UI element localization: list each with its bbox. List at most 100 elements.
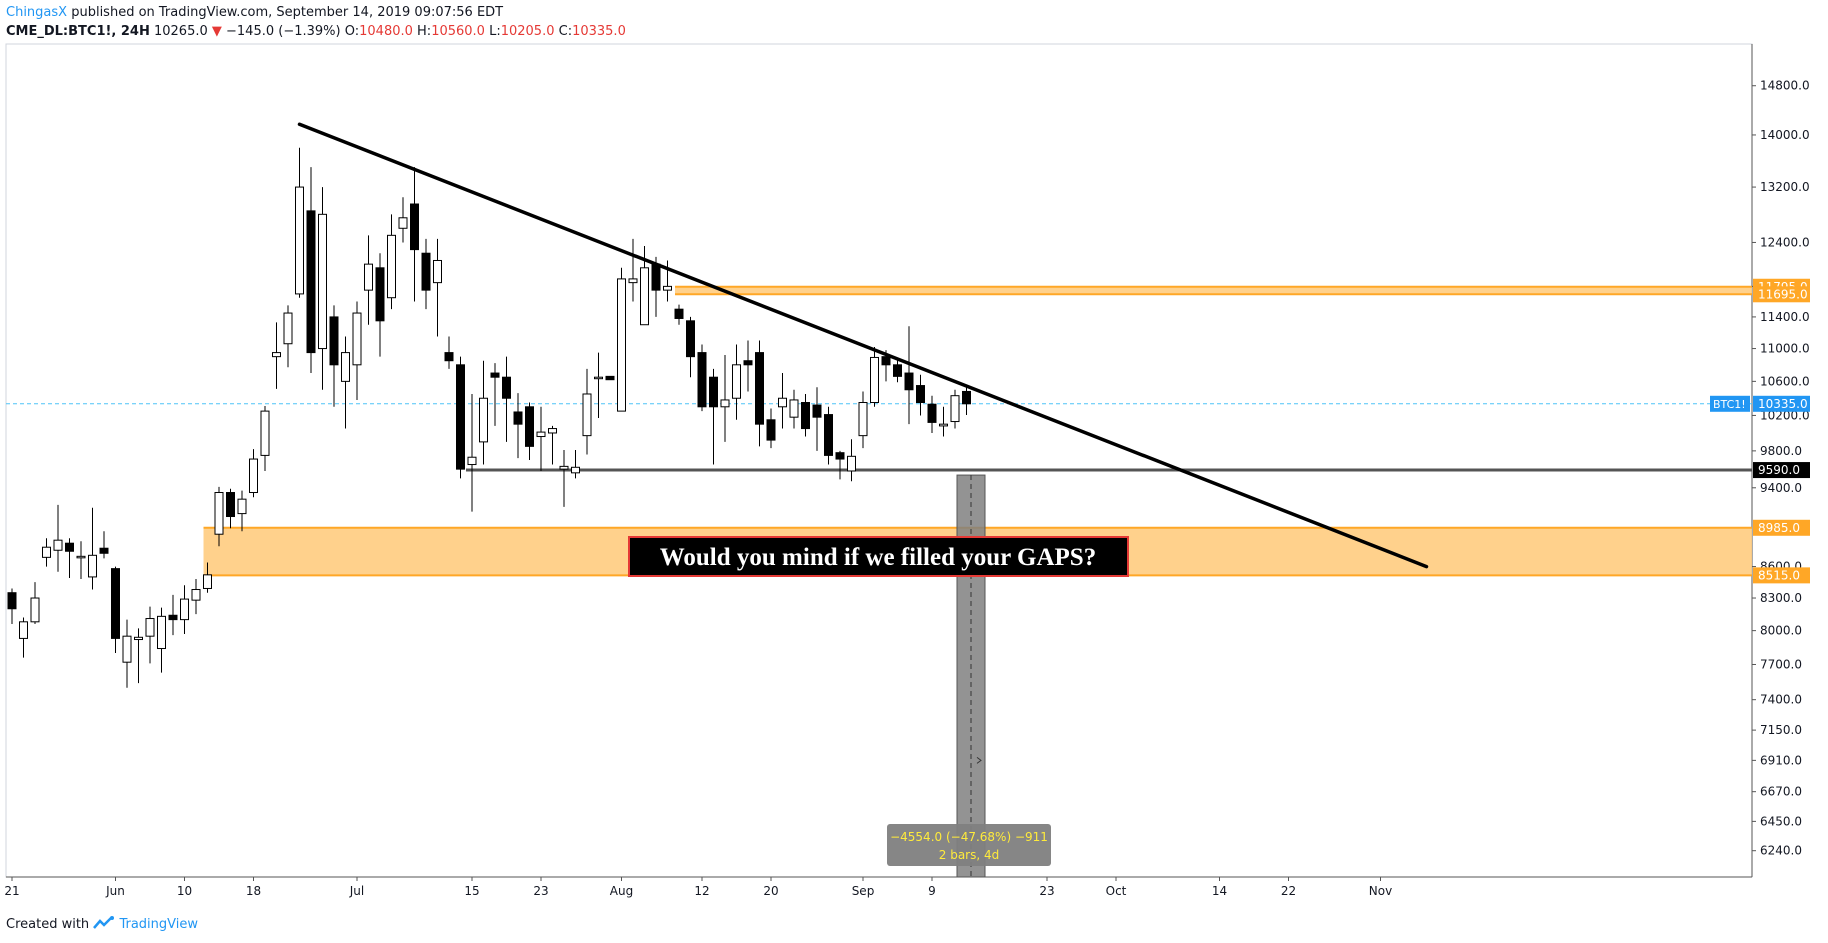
candle[interactable] xyxy=(19,617,28,658)
candle[interactable] xyxy=(962,384,971,416)
candle[interactable] xyxy=(99,531,109,559)
candle[interactable] xyxy=(318,187,327,390)
candle[interactable] xyxy=(674,304,684,325)
symbol-chip-text: BTC1! xyxy=(1713,398,1746,411)
candle[interactable] xyxy=(766,408,776,449)
gap-price-tag[interactable]: 8515.0 xyxy=(1753,567,1810,584)
x-tick-label: 10 xyxy=(177,884,192,898)
candle[interactable] xyxy=(157,607,166,673)
candle[interactable] xyxy=(444,336,454,369)
candle[interactable] xyxy=(858,391,868,449)
candle[interactable] xyxy=(720,355,730,442)
candle[interactable] xyxy=(502,356,511,442)
candle[interactable] xyxy=(571,449,580,479)
candle-body-down xyxy=(421,252,431,291)
candle[interactable] xyxy=(111,566,120,654)
candle[interactable] xyxy=(628,238,638,302)
candle[interactable] xyxy=(76,541,86,580)
candle[interactable] xyxy=(433,238,442,337)
candle[interactable] xyxy=(536,406,546,471)
symbol-label[interactable]: CME_DL:BTC1!, 24H xyxy=(6,24,150,39)
candle[interactable] xyxy=(7,588,17,625)
candle[interactable] xyxy=(513,393,523,459)
tradingview-link[interactable]: TradingView xyxy=(119,917,198,932)
candle[interactable] xyxy=(559,449,569,507)
candle[interactable] xyxy=(237,490,247,532)
candle[interactable] xyxy=(421,238,431,310)
candle[interactable] xyxy=(214,486,224,547)
author-link[interactable]: ChingasX xyxy=(6,5,68,20)
candle[interactable] xyxy=(122,619,132,688)
candle[interactable] xyxy=(686,316,695,378)
candle[interactable] xyxy=(30,582,40,625)
candle[interactable] xyxy=(375,253,385,357)
candle[interactable] xyxy=(490,363,500,426)
candle[interactable] xyxy=(617,267,626,412)
candle[interactable] xyxy=(916,374,925,416)
candle[interactable] xyxy=(778,373,787,429)
candle[interactable] xyxy=(824,406,833,465)
candle[interactable] xyxy=(548,425,557,465)
candle[interactable] xyxy=(732,344,741,420)
x-tick-label: 15 xyxy=(464,884,479,898)
last-price-tag[interactable]: 10335.0 xyxy=(1753,395,1810,412)
candle[interactable] xyxy=(789,389,799,429)
candle[interactable] xyxy=(352,301,362,400)
candle[interactable] xyxy=(180,585,189,634)
candle[interactable] xyxy=(605,375,615,381)
candle[interactable] xyxy=(582,368,592,455)
candle[interactable] xyxy=(812,387,822,451)
y-tick-label: 14000.0 xyxy=(1760,128,1810,142)
candle[interactable] xyxy=(53,504,63,572)
candle[interactable] xyxy=(410,167,419,302)
candle[interactable] xyxy=(168,594,178,636)
candle[interactable] xyxy=(467,393,477,512)
candle[interactable] xyxy=(456,356,465,479)
candle[interactable] xyxy=(364,235,373,325)
candle[interactable] xyxy=(226,488,235,529)
candle[interactable] xyxy=(950,389,960,429)
candle[interactable] xyxy=(893,358,902,383)
candle[interactable] xyxy=(904,326,914,425)
candle[interactable] xyxy=(743,340,753,392)
candle[interactable] xyxy=(260,405,270,471)
candle[interactable] xyxy=(295,147,304,298)
candle[interactable] xyxy=(65,538,74,578)
candle[interactable] xyxy=(847,439,856,482)
candle[interactable] xyxy=(272,322,281,389)
candle[interactable] xyxy=(387,214,396,310)
gap-price-tag[interactable]: 11695.0 xyxy=(1753,286,1810,303)
candle-body-up xyxy=(640,267,649,326)
gap-zone-1[interactable] xyxy=(675,286,1752,295)
candle[interactable] xyxy=(709,368,718,465)
symbol-chip[interactable]: BTC1! xyxy=(1710,395,1750,412)
candle[interactable] xyxy=(306,167,316,374)
candle[interactable] xyxy=(525,402,534,460)
candle[interactable] xyxy=(203,562,212,593)
candle[interactable] xyxy=(249,449,258,498)
support-price-tag[interactable]: 9590.0 xyxy=(1753,462,1810,479)
candle[interactable] xyxy=(801,393,810,437)
candle[interactable] xyxy=(42,538,51,567)
candle[interactable] xyxy=(697,344,707,412)
candle[interactable] xyxy=(835,450,845,480)
candle[interactable] xyxy=(329,305,339,407)
candle[interactable] xyxy=(283,305,293,368)
candle[interactable] xyxy=(939,406,948,437)
candle[interactable] xyxy=(927,395,937,433)
candle[interactable] xyxy=(191,579,201,615)
trendline[interactable] xyxy=(297,122,1429,569)
candle[interactable] xyxy=(145,606,155,664)
candle[interactable] xyxy=(88,507,97,590)
candle[interactable] xyxy=(479,360,488,465)
candle[interactable] xyxy=(755,340,764,447)
candle[interactable] xyxy=(134,628,143,684)
candle-body-down xyxy=(916,385,925,404)
candle[interactable] xyxy=(594,352,603,419)
gap-price-tag[interactable]: 8985.0 xyxy=(1753,519,1810,536)
candle[interactable] xyxy=(870,346,879,407)
candle-body-down xyxy=(709,376,718,408)
candle[interactable] xyxy=(398,197,408,243)
candle[interactable] xyxy=(341,336,350,429)
